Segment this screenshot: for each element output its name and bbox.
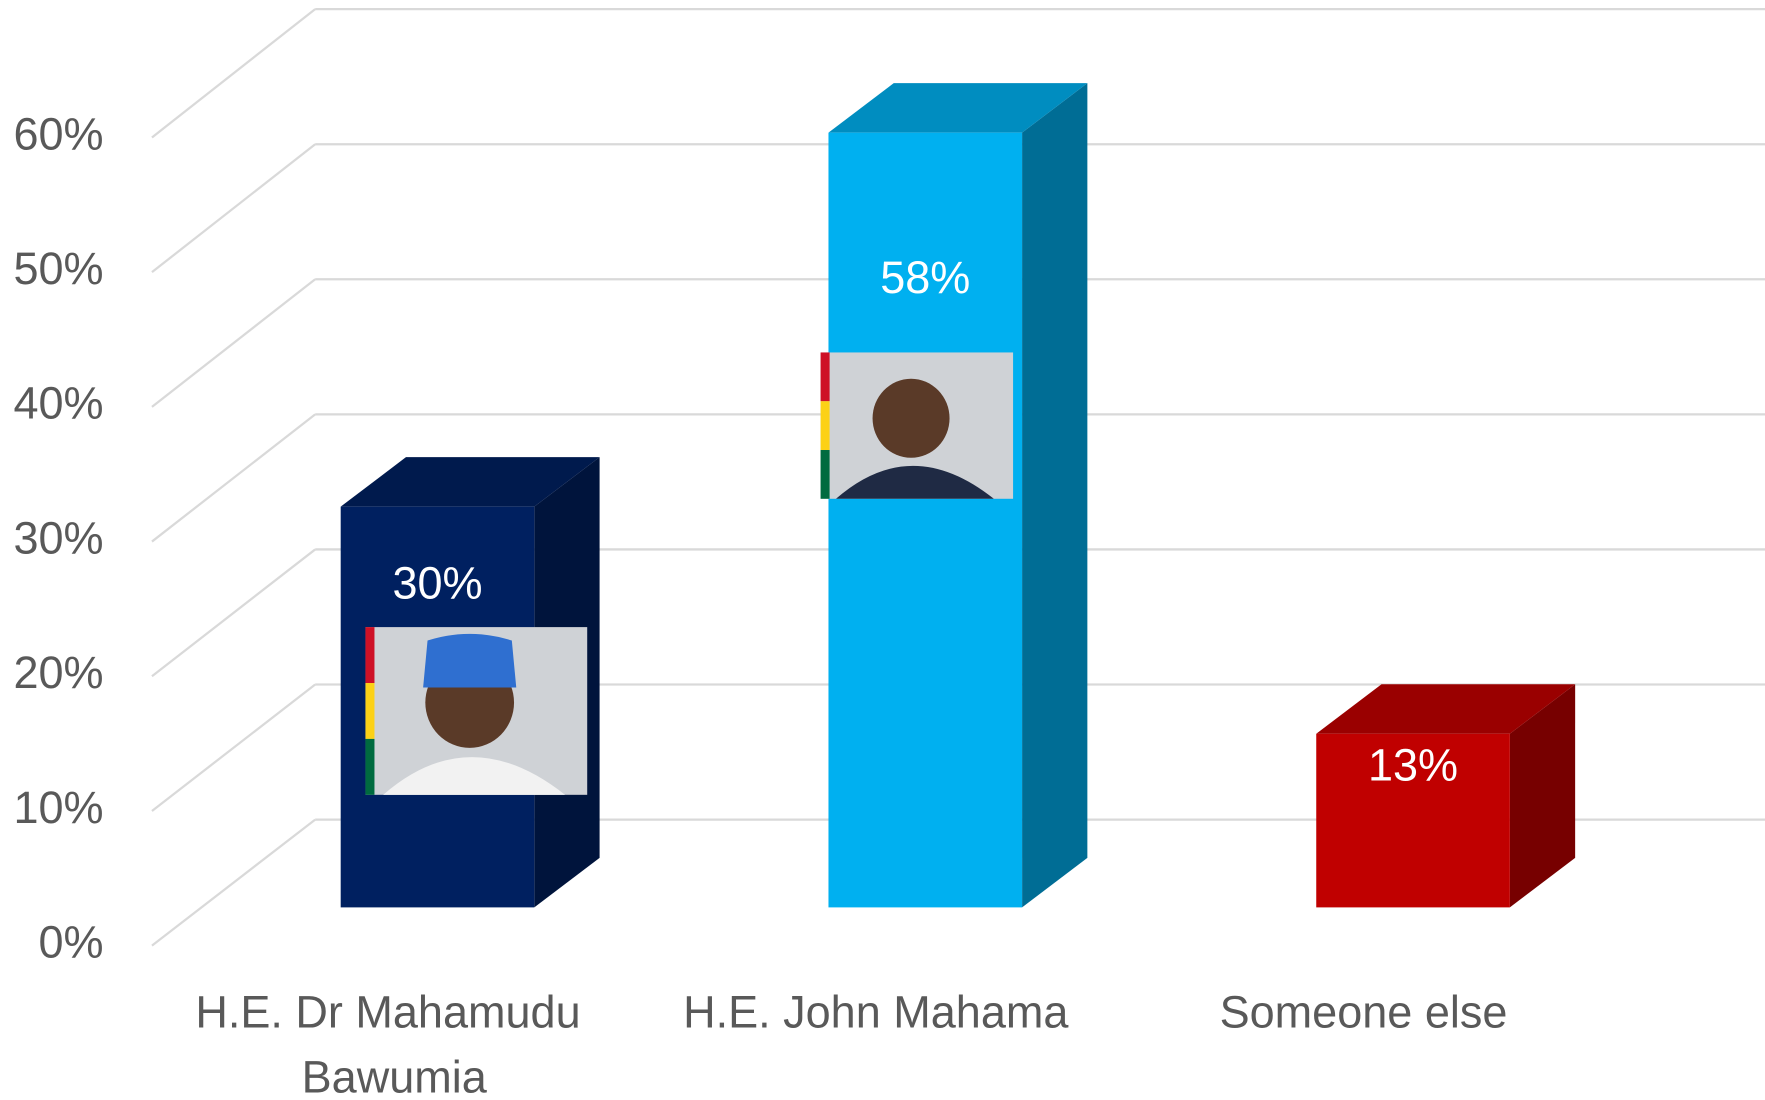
y-tick-label: 0% [38,917,103,968]
bar [828,132,1023,908]
value-label: 58% [880,252,970,303]
y-tick-label: 40% [13,378,103,429]
flag-green [365,738,375,795]
grid-line-side [151,8,316,139]
y-tick-label: 30% [13,512,103,563]
x-tick-label: H.E. Dr Mahamudu Bawumia [195,986,580,1100]
candidate-photo [820,352,1014,499]
value-label: 30% [392,558,482,609]
x-tick-label: H.E. John Mahama [683,986,1069,1037]
y-tick-label: 60% [13,108,103,159]
bars [340,83,1576,908]
bar-side [1022,83,1088,908]
grid-line-side [151,818,316,947]
candidate-photo [365,627,588,795]
labels: 0% 10% 20% 30% 40% 50% 60% 30% 58% 13% H.E. Dr Mah… [13,108,1507,1100]
grid-line-side [151,143,316,274]
flag-gold [365,683,375,739]
grid-line-side [151,413,316,543]
x-tick-label: Someone else [1220,986,1508,1037]
bar-top [340,457,600,507]
grid-line-side [151,683,316,812]
flag-green [820,450,830,499]
value-label: 13% [1368,739,1458,790]
body [835,465,994,499]
bar-top [1316,684,1576,734]
bar-top [828,83,1088,133]
body [383,757,566,795]
grid-line-side [151,278,316,408]
flag-red [820,352,830,402]
flag-red [365,627,375,684]
y-tick-label: 10% [13,782,103,833]
bar [1316,733,1510,908]
y-tick-label: 50% [13,243,103,294]
flag-gold [820,401,830,451]
y-tick-label: 20% [13,647,103,698]
cap [423,633,517,688]
face [872,378,950,458]
grid-line-side [151,548,316,678]
bar-side [1509,684,1576,908]
